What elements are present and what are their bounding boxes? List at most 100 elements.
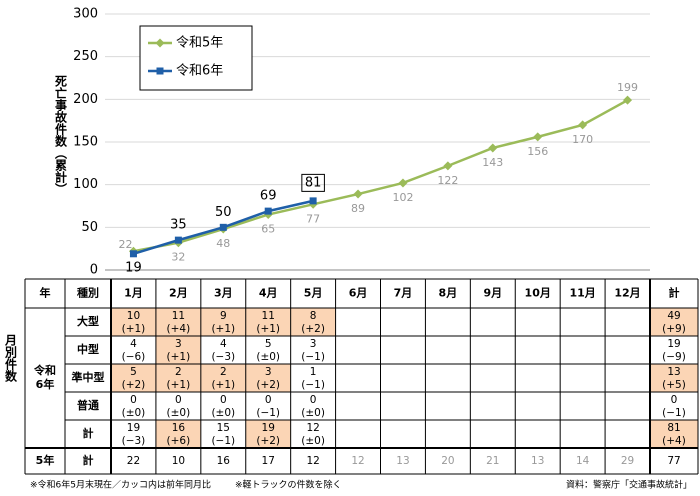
cell-diff: (±0) [167, 407, 191, 419]
footnote: ※令和6年5月末現在／カッコ内は前年同月比 [30, 479, 211, 491]
cell-highlight [245, 308, 291, 336]
data-label: 65 [261, 223, 275, 236]
cell-highlight [290, 308, 336, 336]
marker [623, 95, 633, 105]
legend-label: 令和6年 [176, 64, 223, 79]
header-cell: 11月 [569, 287, 595, 300]
prev-cell: 20 [441, 455, 454, 467]
cell-count: 0 [265, 394, 272, 406]
cell-diff: (−6) [122, 351, 146, 363]
cell-highlight [155, 364, 201, 392]
data-label: 32 [171, 251, 185, 264]
prev-cell: 13 [531, 455, 544, 467]
marker [398, 178, 408, 188]
marker [309, 197, 317, 205]
prev-total: 77 [667, 455, 680, 467]
cell-diff: (±0) [301, 407, 325, 419]
legend-box [139, 25, 253, 91]
cell-count: 12 [306, 422, 319, 434]
row-label: 計 [83, 426, 94, 440]
label-box [301, 173, 325, 192]
header-cell: 10月 [525, 287, 551, 300]
y-tick-label: 0 [90, 263, 98, 278]
data-label: 22 [118, 238, 132, 251]
cell-highlight [245, 420, 291, 448]
cell-diff: (−3) [122, 435, 146, 447]
prev-cell: 29 [621, 455, 634, 467]
marker [533, 132, 543, 142]
cell-diff: (−1) [211, 435, 235, 447]
data-label: 122 [437, 174, 458, 187]
marker [174, 236, 182, 244]
y-tick-label: 200 [73, 92, 98, 107]
data-label: 170 [572, 133, 593, 146]
data-label: 77 [306, 212, 320, 225]
cell-count: 10 [127, 310, 140, 322]
y-axis-label: 死亡事故件数（累計） [54, 75, 68, 195]
cell-count: 13 [667, 366, 680, 378]
cell-count: 19 [667, 338, 680, 350]
cell-diff: (−1) [662, 407, 686, 419]
prev-cell: 16 [217, 455, 231, 467]
cell-count: 81 [667, 422, 680, 434]
cell-diff: (−3) [211, 351, 235, 363]
marker [443, 161, 453, 171]
y-tick-label: 300 [73, 7, 98, 22]
prev-cell: 10 [172, 455, 185, 467]
cell-count: 0 [130, 394, 137, 406]
legend-label: 令和5年 [176, 36, 223, 51]
cell-highlight [650, 308, 698, 336]
cell-diff: (−1) [256, 407, 280, 419]
cell-diff: (+4) [167, 323, 191, 335]
cell-diff: (+2) [122, 379, 146, 391]
row-label: 計 [83, 453, 94, 467]
cell-diff: (+4) [662, 435, 686, 447]
cell-count: 4 [220, 338, 227, 350]
marker [129, 250, 137, 258]
header-cell: 7月 [394, 287, 413, 300]
cell-diff: (+1) [256, 323, 280, 335]
cell-highlight [111, 308, 156, 336]
data-label: 143 [482, 156, 503, 169]
cell-diff: (−9) [662, 351, 686, 363]
data-label: 19 [125, 260, 142, 275]
header-cell: 5月 [304, 287, 323, 300]
cell-count: 16 [172, 422, 186, 434]
series-line [133, 99, 629, 253]
cell-count: 19 [127, 422, 140, 434]
cell-highlight [155, 308, 201, 336]
data-label: 156 [527, 145, 548, 158]
cell-diff: (+6) [167, 435, 191, 447]
footnote: ※軽トラックの件数を除く [235, 479, 342, 491]
cell-diff: (+5) [662, 379, 686, 391]
cell-count: 2 [175, 366, 182, 378]
cell-count: 11 [262, 310, 275, 322]
cell-count: 19 [262, 422, 275, 434]
legend-marker [155, 38, 165, 48]
data-label: 69 [260, 189, 277, 204]
cell-count: 15 [217, 422, 230, 434]
marker [264, 207, 272, 215]
header-cell: 計 [669, 286, 680, 300]
prev-cell: 12 [351, 455, 364, 467]
side-label: 月別件数 [4, 334, 18, 383]
cell-count: 3 [310, 338, 317, 350]
header-cell: 6月 [349, 287, 368, 300]
data-label: 199 [617, 81, 638, 94]
data-label: 50 [215, 205, 232, 220]
cell-diff: (+1) [167, 351, 191, 363]
data-label: 35 [170, 218, 187, 233]
data-label: 81 [305, 175, 322, 190]
marker [353, 189, 363, 199]
row-year: 5年 [36, 453, 55, 467]
cell-diff: (−1) [301, 379, 325, 391]
prev-cell: 17 [262, 455, 275, 467]
data-label: 89 [351, 202, 365, 215]
prev-cell: 12 [306, 455, 319, 467]
cell-count: 0 [671, 394, 678, 406]
cell-count: 49 [667, 310, 680, 322]
cell-diff: (+1) [211, 323, 235, 335]
y-tick-label: 50 [81, 220, 98, 235]
header-cell: 12月 [614, 287, 640, 300]
